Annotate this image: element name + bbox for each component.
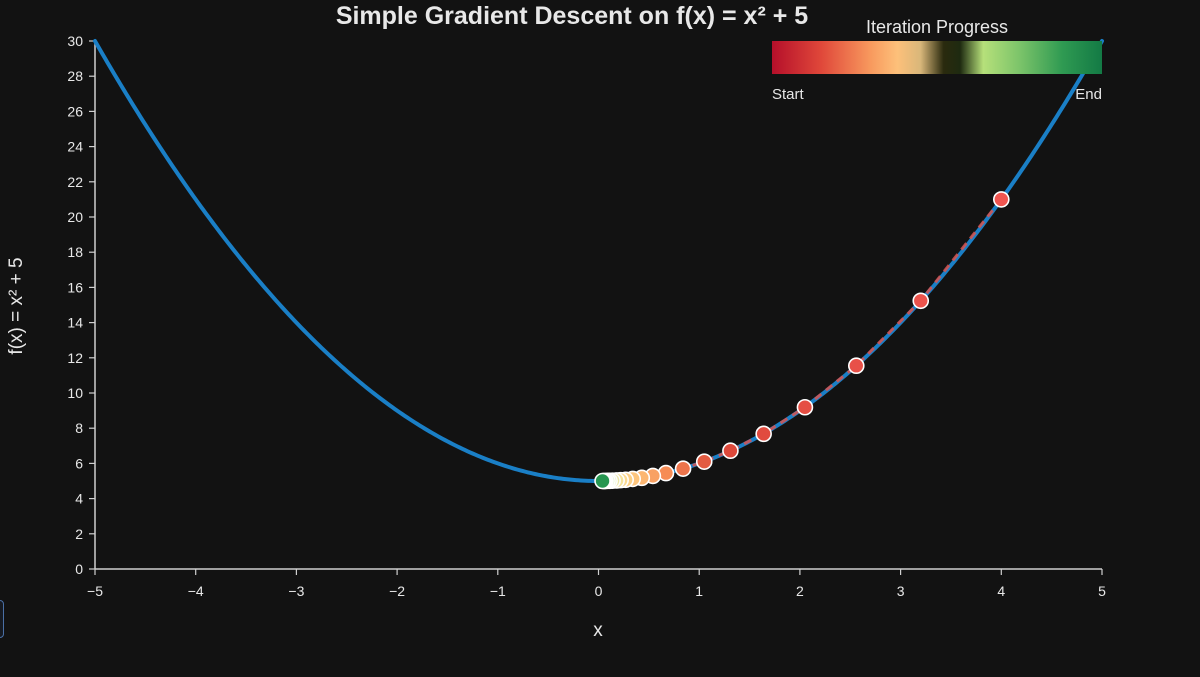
- descent-point: [722, 442, 739, 460]
- x-axis-label: x: [593, 620, 603, 641]
- descent-point: [912, 292, 930, 310]
- y-tick-label: 4: [75, 491, 83, 507]
- legend: Iteration Progress Start End: [772, 17, 1102, 103]
- descent-point: [992, 191, 1010, 208]
- descent-point: [594, 472, 611, 490]
- x-tick-label: −4: [188, 583, 204, 599]
- y-tick-label: 8: [75, 420, 83, 436]
- y-tick-label: 28: [67, 68, 83, 84]
- legend-end-label: End: [1075, 86, 1102, 103]
- x-tick-label: 3: [897, 583, 905, 599]
- x-tick-label: 0: [595, 583, 603, 599]
- y-tick-label: 14: [67, 315, 83, 331]
- y-tick-label: 16: [67, 279, 83, 295]
- y-tick-label: 20: [67, 209, 83, 225]
- descent-point: [796, 398, 814, 416]
- legend-gradient-bar: [772, 41, 1102, 74]
- x-tick-label: 2: [796, 583, 804, 599]
- legend-title: Iteration Progress: [866, 17, 1008, 37]
- y-tick-label: 10: [67, 385, 83, 401]
- y-tick-label: 12: [67, 350, 83, 366]
- y-tick-label: 30: [67, 33, 83, 49]
- y-tick-label: 0: [75, 561, 83, 577]
- descent-points: [594, 191, 1010, 490]
- x-tick-label: 4: [997, 583, 1005, 599]
- side-panel-handle[interactable]: [0, 600, 4, 638]
- y-tick-label: 6: [75, 455, 83, 471]
- y-tick-label: 2: [75, 526, 83, 542]
- descent-path-line: [602, 198, 1003, 483]
- y-tick-label: 18: [67, 244, 83, 260]
- x-tick-label: −1: [490, 583, 506, 599]
- x-tick-label: 1: [695, 583, 703, 599]
- x-tick-label: −3: [288, 583, 304, 599]
- descent-point: [847, 357, 865, 375]
- descent-point: [674, 460, 692, 477]
- chart-title: Simple Gradient Descent on f(x) = x² + 5: [336, 2, 808, 30]
- y-tick-label: 24: [67, 139, 83, 155]
- x-tick-label: −5: [87, 583, 103, 599]
- y-tick-label: 26: [67, 103, 83, 119]
- x-axis: −5 −4 −3 −2 −1 0 1 2 3 4 5: [87, 568, 1106, 599]
- x-tick-label: 5: [1098, 583, 1106, 599]
- descent-point: [695, 453, 713, 470]
- function-curve: [93, 39, 1104, 484]
- y-tick-label: 22: [67, 174, 83, 190]
- legend-start-label: Start: [772, 86, 805, 103]
- x-tick-label: −2: [389, 583, 405, 599]
- y-axis-label: f(x) = x² + 5: [6, 257, 27, 354]
- descent-point: [755, 425, 772, 443]
